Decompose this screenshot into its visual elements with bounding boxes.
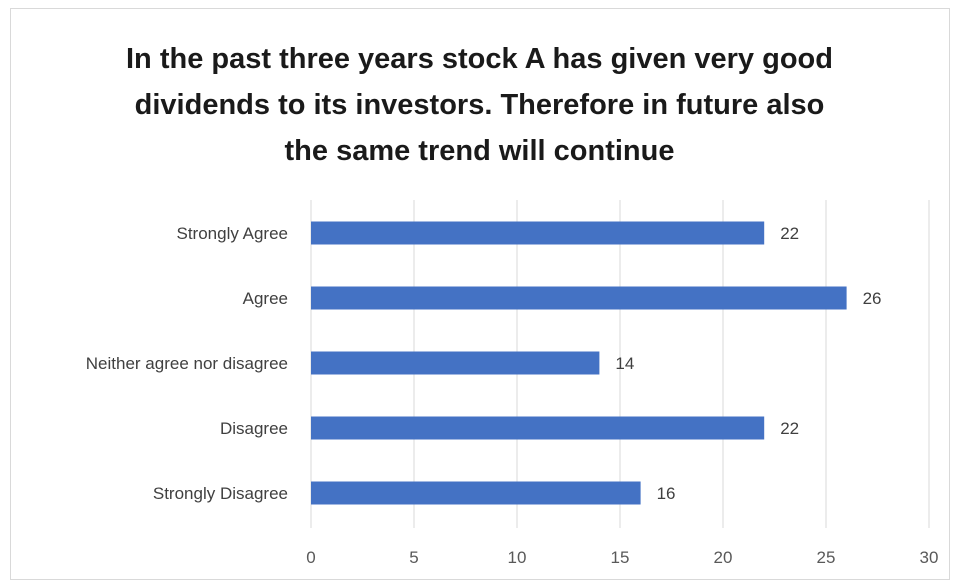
- bar-strongly-agree: [311, 221, 765, 245]
- bar-agree: [311, 286, 847, 310]
- category-label: Disagree: [220, 419, 288, 438]
- bars: [311, 221, 847, 505]
- value-axis: 0 5 10 15 20 25 30: [306, 548, 938, 567]
- category-label: Strongly Agree: [176, 224, 288, 243]
- x-tick-label: 15: [611, 548, 630, 567]
- x-tick-label: 25: [817, 548, 836, 567]
- data-labels: 22 26 14 22 16: [615, 224, 881, 503]
- category-label: Strongly Disagree: [153, 484, 288, 503]
- bar-disagree: [311, 416, 765, 440]
- data-label: 26: [863, 289, 882, 308]
- chart-title-text: In the past three years stock A has give…: [126, 43, 833, 167]
- bar-strongly-disagree: [311, 481, 641, 505]
- data-label: 22: [780, 419, 799, 438]
- bar-neither-agree-nor-disagree: [311, 351, 600, 375]
- data-label: 22: [780, 224, 799, 243]
- chart-title: In the past three years stock A has give…: [0, 36, 959, 174]
- category-axis: Strongly Agree Agree Neither agree nor dis…: [86, 224, 288, 503]
- x-tick-label: 0: [306, 548, 315, 567]
- category-label: Neither agree nor disagree: [86, 354, 288, 373]
- data-label: 14: [615, 354, 634, 373]
- data-label: 16: [657, 484, 676, 503]
- x-tick-label: 30: [920, 548, 939, 567]
- x-tick-label: 5: [409, 548, 418, 567]
- x-tick-label: 20: [714, 548, 733, 567]
- x-tick-label: 10: [508, 548, 527, 567]
- category-label: Agree: [243, 289, 288, 308]
